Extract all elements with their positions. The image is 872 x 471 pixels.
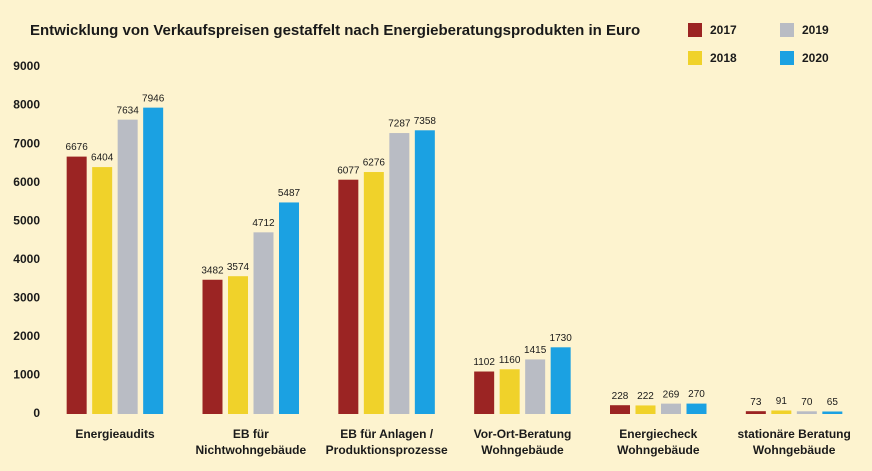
value-label: 270 (688, 389, 705, 400)
bar (279, 202, 299, 414)
legend-swatch (780, 23, 794, 37)
x-tick-label: Vor-Ort-Beratung Wohngebäude (473, 427, 572, 457)
value-label: 4712 (252, 218, 275, 229)
value-label: 7287 (388, 119, 411, 130)
value-label: 5487 (278, 188, 301, 199)
bar (771, 410, 792, 414)
y-tick-label: 8000 (13, 98, 40, 112)
x-tick-label: stationäre Beratung Wohngebäude (737, 427, 851, 457)
value-label: 1102 (473, 357, 495, 368)
legend-label: 2018 (710, 51, 737, 65)
bar (414, 130, 435, 414)
legend-label: 2019 (802, 23, 829, 37)
bar (525, 359, 546, 414)
bar (143, 107, 164, 414)
y-tick-label: 3000 (13, 291, 40, 305)
x-tick-label: EB für Nichtwohngebäude (195, 427, 307, 457)
bar (661, 403, 681, 414)
bar (117, 119, 138, 415)
bar (686, 403, 707, 414)
value-label: 70 (801, 397, 813, 408)
value-label: 6404 (91, 153, 114, 164)
bar (610, 405, 630, 414)
bar (253, 232, 274, 414)
bar (745, 411, 766, 414)
chart-title: Entwicklung von Verkaufspreisen gestaffe… (30, 22, 640, 39)
value-label: 91 (776, 396, 788, 407)
y-tick-label: 6000 (13, 175, 40, 189)
legend-swatch (780, 51, 794, 65)
legend-label: 2017 (710, 23, 737, 37)
bar (228, 276, 248, 414)
value-label: 269 (663, 389, 680, 400)
bar (499, 369, 520, 414)
value-label: 73 (750, 397, 762, 408)
bar (796, 411, 817, 414)
value-label: 6676 (66, 142, 89, 153)
value-label: 228 (612, 391, 629, 402)
bar (389, 133, 410, 415)
value-label: 222 (637, 391, 654, 402)
value-label: 7946 (142, 93, 165, 104)
legend-swatch (688, 51, 702, 65)
bar (822, 411, 843, 414)
legend-label: 2020 (802, 51, 829, 65)
y-tick-label: 0 (33, 406, 40, 420)
y-tick-label: 1000 (13, 368, 40, 382)
bar (66, 156, 87, 415)
y-tick-label: 7000 (13, 136, 40, 150)
bar (202, 279, 223, 414)
y-tick-label: 4000 (13, 252, 40, 266)
value-label: 65 (827, 397, 839, 408)
y-tick-label: 5000 (13, 213, 40, 227)
y-tick-label: 9000 (13, 59, 40, 73)
value-label: 1730 (550, 333, 573, 344)
bar (363, 172, 384, 414)
value-label: 6077 (337, 165, 360, 176)
bar (338, 179, 359, 414)
value-label: 3574 (227, 262, 250, 273)
value-label: 3482 (201, 265, 224, 276)
bar (92, 167, 113, 414)
value-label: 1160 (499, 355, 521, 366)
value-label: 7634 (117, 105, 140, 116)
value-label: 1415 (524, 345, 547, 356)
legend-swatch (688, 23, 702, 37)
x-tick-label: Energieaudits (75, 427, 155, 441)
x-tick-label: Energiecheck Wohngebäude (617, 427, 700, 457)
y-tick-label: 2000 (13, 329, 40, 343)
bar (474, 371, 495, 414)
bar (635, 405, 656, 414)
value-label: 7358 (414, 116, 437, 127)
value-label: 6276 (363, 158, 386, 169)
bar (550, 347, 571, 414)
x-tick-label: EB für Anlagen / Produktionsprozesse (325, 427, 448, 457)
